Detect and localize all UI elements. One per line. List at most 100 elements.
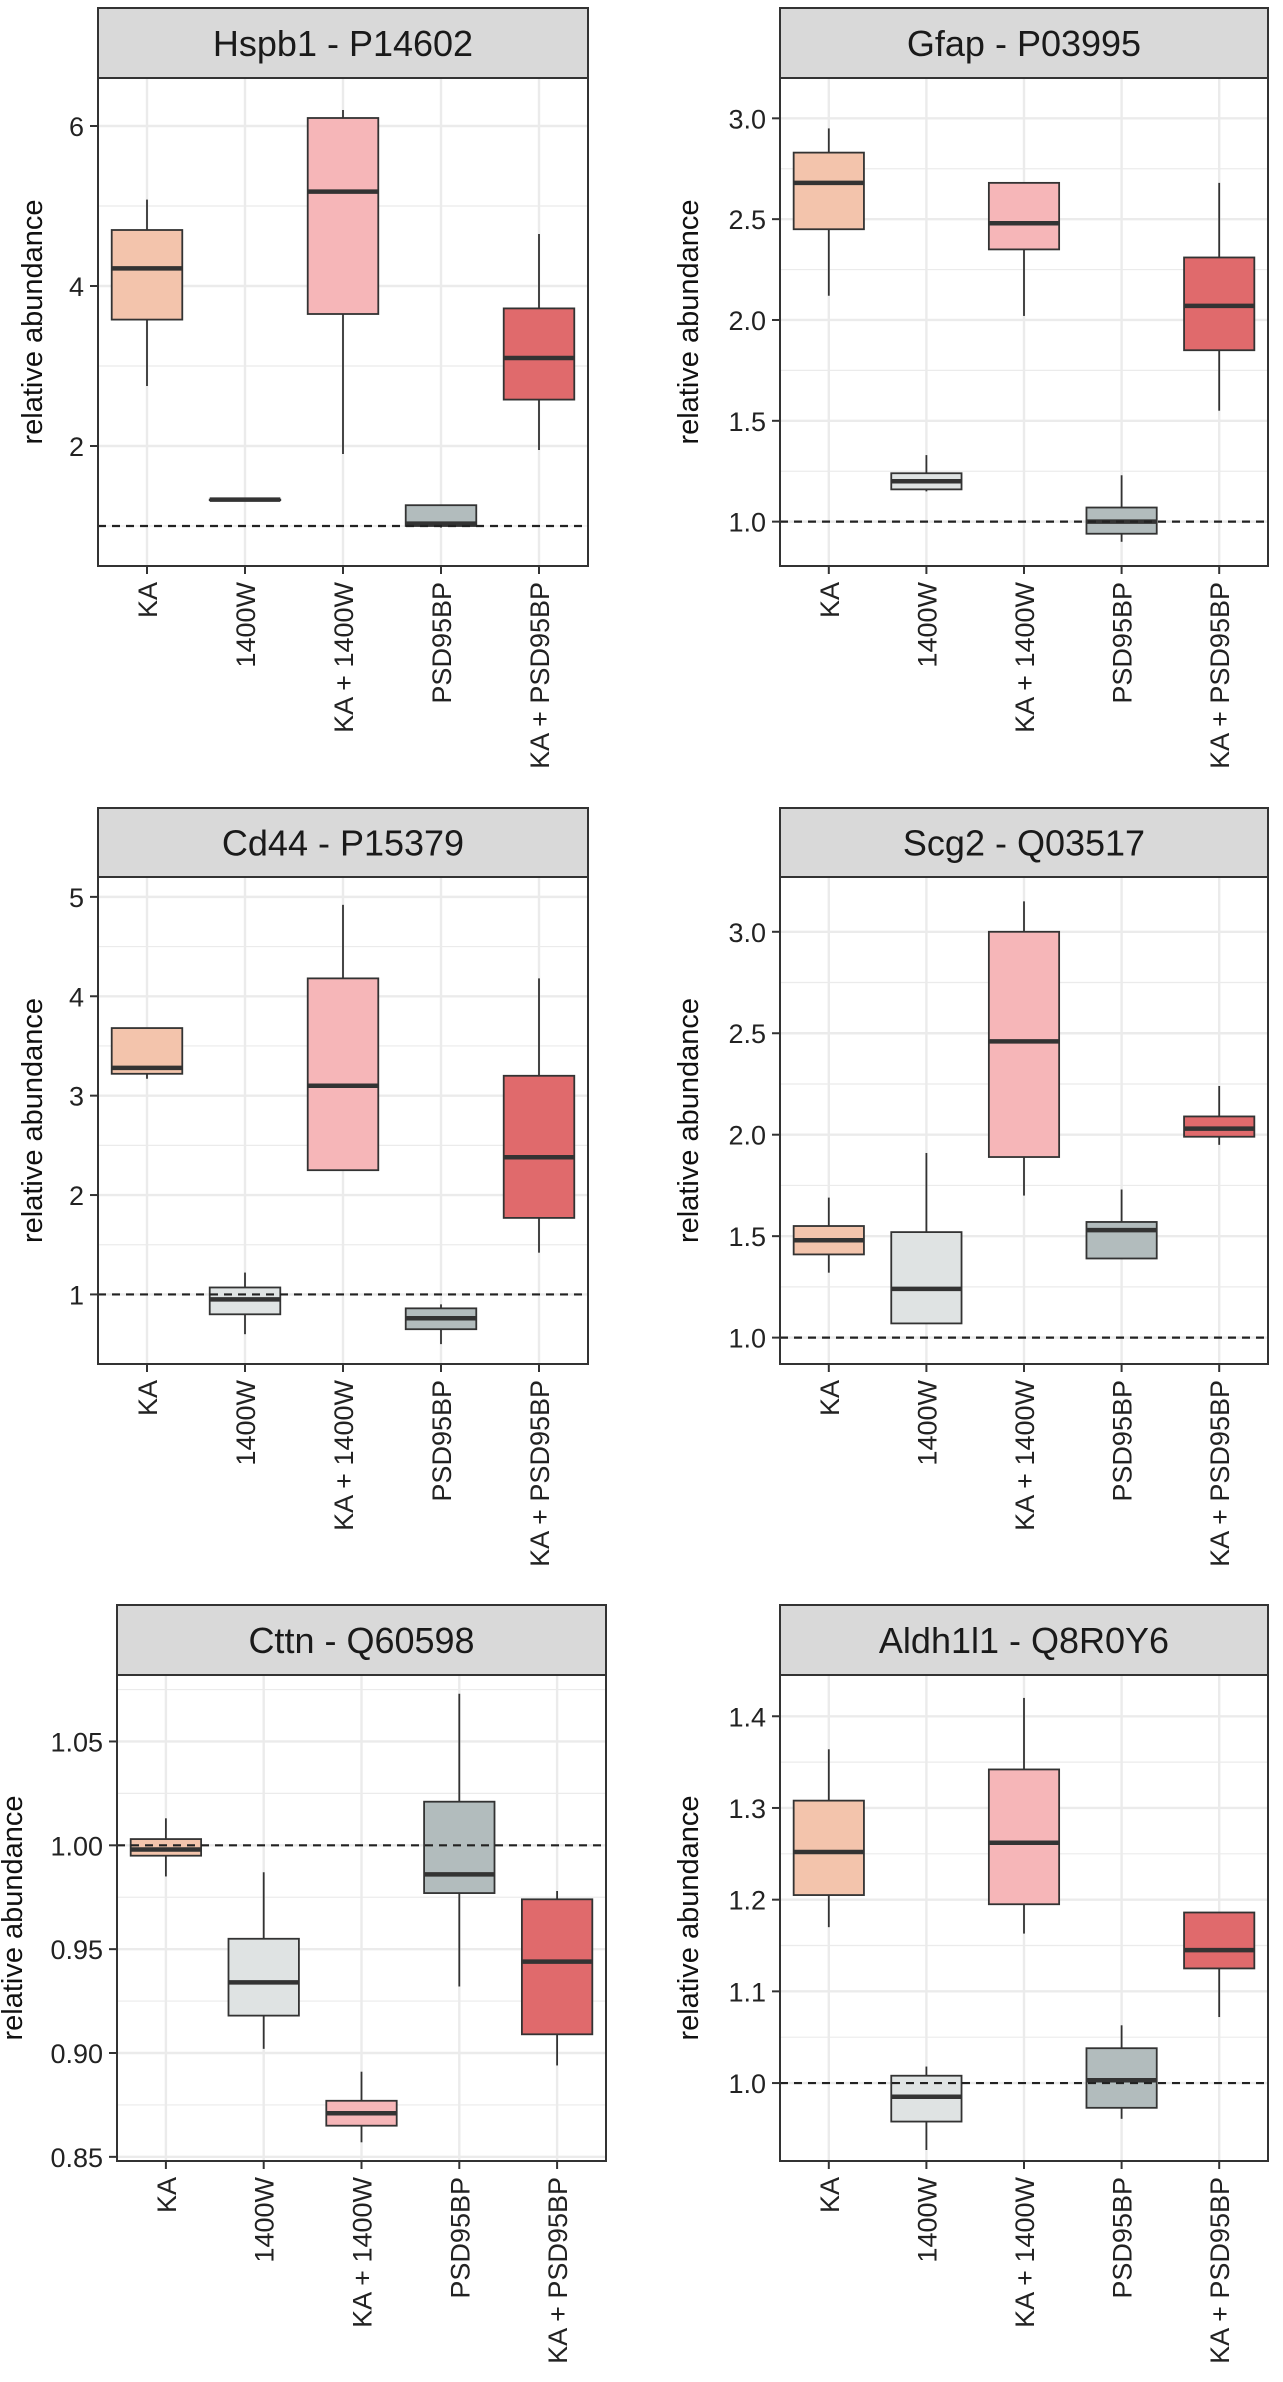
x-tick-label: KA + PSD95BP: [1205, 1380, 1235, 1567]
box-body: [110, 229, 184, 321]
box-1400w: [208, 497, 282, 502]
box-ka-1400w: [987, 1697, 1061, 1934]
facet-panel: Aldh1l1 - Q8R0Y6 1.0 1.1 1.2 1.3 1.4 relative …: [673, 1604, 1269, 2364]
y-tick-label: 1.2: [728, 1886, 766, 1916]
y-tick-label: 2: [69, 432, 84, 462]
box-ka: [110, 1027, 184, 1079]
y-tick-label: 1.0: [728, 1324, 766, 1354]
box-1400w: [890, 1152, 963, 1325]
x-tick-label: 1400W: [912, 2176, 942, 2262]
facet-strip: [97, 7, 589, 79]
x-tick-label: 1400W: [231, 581, 261, 667]
y-axis-label: relative abundance: [673, 998, 705, 1243]
y-tick-label: 1.5: [728, 407, 766, 437]
x-tick-label: PSD95BP: [1108, 2177, 1138, 2299]
facet-strip: [116, 1604, 607, 1676]
box-ka: [792, 1197, 865, 1273]
y-tick-label: 5: [69, 883, 84, 913]
y-tick-label: 1: [69, 1280, 84, 1310]
facet-title: Aldh1l1 - Q8R0Y6: [879, 1620, 1169, 1661]
facet-strip: [97, 807, 589, 878]
x-tick-label: KA + 1400W: [329, 1379, 359, 1530]
x-tick-label: 1400W: [231, 1379, 261, 1465]
y-tick-label: 3.0: [728, 918, 766, 948]
y-tick-label: 1.1: [728, 1977, 766, 2007]
box-ka-psd95bp: [502, 978, 576, 1253]
facet-panel: Gfap - P03995 1.0 1.5 2.0 2.5 3.0 relative abu…: [673, 7, 1269, 769]
box-body: [1085, 2047, 1158, 2109]
box-1400w: [208, 1272, 282, 1335]
box-psd95bp: [1085, 1189, 1158, 1260]
y-tick-label: 2.0: [728, 306, 766, 336]
y-tick-label: 3: [69, 1082, 84, 1112]
y-tick-label: 4: [69, 272, 84, 302]
y-tick-label: 4: [69, 982, 84, 1012]
facet-panel: Scg2 - Q03517 1.0 1.5 2.0 2.5 3.0 relative abu…: [673, 807, 1269, 1567]
x-tick-label: KA + 1400W: [1010, 2176, 1040, 2327]
x-tick-label: KA + PSD95BP: [1205, 582, 1235, 769]
facet-panel: Cttn - Q60598 0.85 0.90 0.95 1.00 1.05 relativ…: [0, 1604, 607, 2364]
y-axis-label: relative abundance: [673, 199, 705, 444]
box-body: [1085, 1221, 1158, 1260]
x-tick-label: KA: [815, 2177, 845, 2213]
box-body: [890, 1231, 963, 1325]
box-ka-1400w: [306, 110, 380, 454]
box-psd95bp: [1085, 2025, 1158, 2119]
y-tick-label: 1.3: [728, 1794, 766, 1824]
x-tick-label: KA: [133, 582, 163, 618]
x-tick-label: KA + PSD95BP: [543, 2177, 573, 2364]
box-ka-1400w: [987, 901, 1061, 1196]
y-tick-label: 2.0: [728, 1121, 766, 1151]
box-body: [306, 117, 380, 315]
box-body: [423, 1800, 496, 1894]
y-tick-label: 1.00: [50, 1831, 103, 1861]
box-body: [1183, 1911, 1256, 1970]
x-tick-label: KA + PSD95BP: [1205, 2177, 1235, 2364]
box-body: [520, 1898, 594, 2036]
x-tick-label: KA + PSD95BP: [525, 1380, 555, 1567]
x-tick-label: KA + 1400W: [1010, 581, 1040, 732]
x-tick-label: KA + 1400W: [1010, 1379, 1040, 1530]
x-tick-label: PSD95BP: [1108, 582, 1138, 704]
box-body: [306, 977, 380, 1172]
y-tick-label: 2: [69, 1181, 84, 1211]
box-ka-psd95bp: [1183, 1086, 1256, 1145]
facet-title: Scg2 - Q03517: [903, 823, 1145, 864]
box-psd95bp: [404, 1304, 478, 1345]
y-tick-label: 1.05: [50, 1727, 103, 1757]
facet-panel: Cd44 - P15379 1 2 3 4 5 relative abundance KA 14…: [17, 807, 589, 1567]
facet-panel: Hspb1 - P14602 2 4 6 relative abundance KA 140…: [17, 7, 589, 769]
box-psd95bp: [423, 1693, 496, 1987]
facet-title: Cttn - Q60598: [248, 1620, 474, 1661]
y-axis-label: relative abundance: [0, 1795, 29, 2040]
x-tick-label: KA + PSD95BP: [525, 582, 555, 769]
box-ka-psd95bp: [1183, 1911, 1256, 2018]
box-ka-psd95bp: [1183, 182, 1256, 411]
y-tick-label: 6: [69, 112, 84, 142]
y-axis-label: relative abundance: [17, 998, 49, 1243]
box-body: [987, 930, 1061, 1158]
facet-title: Gfap - P03995: [907, 23, 1141, 64]
facet-strip: [779, 1604, 1269, 1676]
x-tick-label: PSD95BP: [427, 582, 457, 704]
box-body: [987, 1768, 1061, 1906]
y-tick-label: 2.5: [728, 1019, 766, 1049]
y-tick-label: 3.0: [728, 104, 766, 134]
y-tick-label: 1.5: [728, 1222, 766, 1252]
y-tick-label: 1.4: [728, 1702, 766, 1732]
box-ka: [110, 199, 184, 386]
x-tick-label: PSD95BP: [427, 1380, 457, 1502]
box-1400w: [227, 1872, 300, 2049]
facet-title: Cd44 - P15379: [222, 823, 464, 864]
facet-title: Hspb1 - P14602: [213, 23, 473, 64]
box-body: [502, 1074, 576, 1219]
box-1400w: [890, 455, 963, 492]
box-ka-psd95bp: [502, 234, 576, 450]
y-tick-label: 1.0: [728, 2069, 766, 2099]
x-tick-label: KA: [815, 582, 845, 618]
x-tick-label: KA: [152, 2177, 182, 2213]
box-ka-psd95bp: [520, 1891, 594, 2066]
x-tick-label: KA: [133, 1380, 163, 1416]
y-tick-label: 0.85: [50, 2143, 103, 2173]
